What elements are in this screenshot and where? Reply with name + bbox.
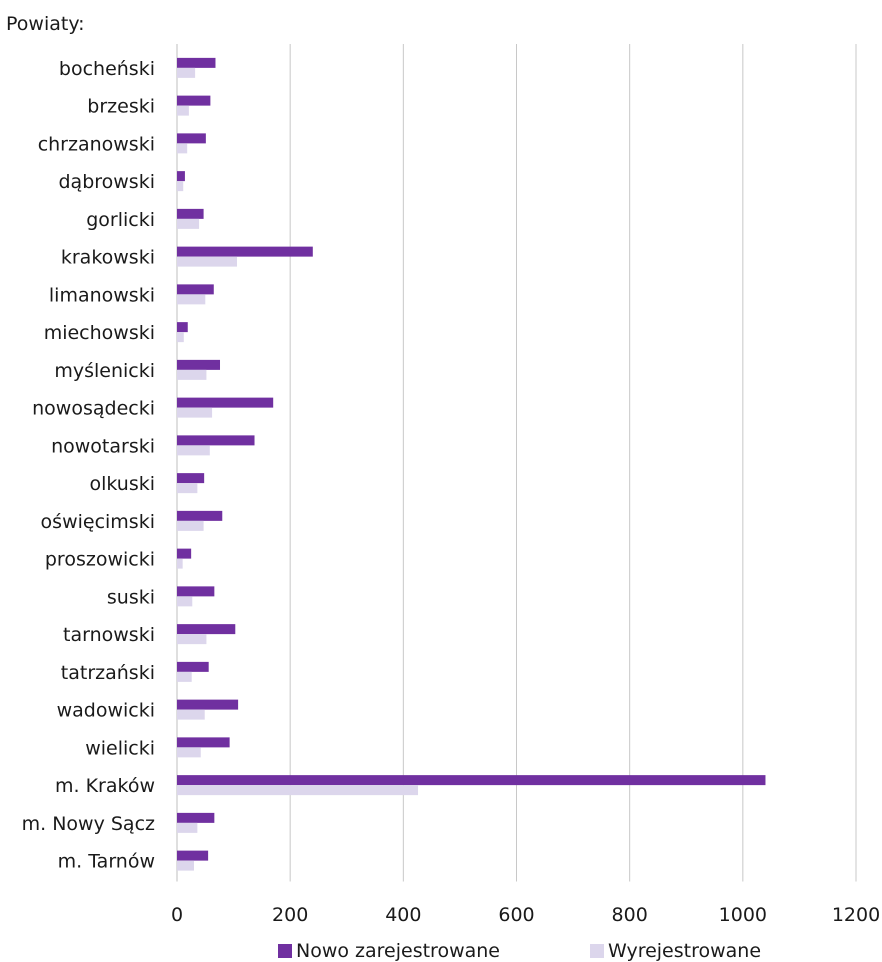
bar-nowo-16 (177, 661, 209, 672)
bar-nowo-17 (177, 699, 239, 710)
bar-wyrej-15 (177, 634, 207, 645)
category-label: olkuski (89, 473, 155, 495)
category-label: suski (107, 586, 155, 608)
x-tick-label: 400 (385, 904, 421, 926)
bars (177, 57, 766, 871)
bar-wyrej-13 (177, 558, 183, 569)
bar-nowo-8 (177, 359, 221, 370)
bar-nowo-13 (177, 548, 192, 559)
bar-wyrej-16 (177, 671, 192, 682)
legend-swatch-wyrej (590, 944, 604, 958)
bar-wyrej-18 (177, 747, 201, 758)
bar-wyrej-19 (177, 785, 419, 796)
bar-wyrej-17 (177, 709, 205, 720)
category-label: m. Kraków (55, 775, 155, 797)
category-labels: bocheński brzeski chrzanowski dąbrowski gorl… (22, 58, 155, 873)
x-tick-label: 200 (272, 904, 308, 926)
category-label: miechowski (44, 322, 155, 344)
bar-wyrej-6 (177, 294, 206, 305)
bar-wyrej-7 (177, 332, 184, 343)
gridlines (176, 44, 857, 882)
x-tick-label: 1000 (719, 904, 767, 926)
y-axis-title: Powiaty: (6, 13, 85, 35)
bar-nowo-14 (177, 586, 215, 597)
category-label: limanowski (49, 284, 155, 306)
bar-nowo-5 (177, 246, 313, 257)
category-label: m. Tarnów (58, 851, 155, 873)
category-label: chrzanowski (38, 133, 155, 155)
legend-label-nowo: Nowo zarejestrowane (296, 940, 500, 962)
bar-nowo-4 (177, 208, 204, 219)
bar-nowo-2 (177, 133, 206, 144)
bar-nowo-12 (177, 510, 223, 521)
bar-nowo-21 (177, 850, 209, 861)
legend-swatch-nowo (278, 944, 292, 958)
bar-wyrej-14 (177, 596, 193, 607)
bar-wyrej-20 (177, 822, 198, 833)
bar-wyrej-9 (177, 407, 213, 418)
category-label: tarnowski (63, 624, 155, 646)
bar-nowo-18 (177, 737, 230, 748)
bar-wyrej-2 (177, 143, 188, 154)
bar-wyrej-11 (177, 483, 198, 494)
category-label: m. Nowy Sącz (22, 813, 155, 835)
x-tick-labels: 0 200 400 600 800 1000 1200 (171, 904, 880, 926)
bar-wyrej-3 (177, 181, 184, 192)
category-label: myślenicki (54, 360, 155, 382)
bar-wyrej-4 (177, 218, 200, 229)
bar-nowo-3 (177, 171, 185, 182)
category-label: nowotarski (51, 435, 155, 457)
category-label: gorlicki (86, 209, 155, 231)
category-label: bocheński (59, 58, 155, 80)
legend: Nowo zarejestrowane Wyrejestrowane (278, 940, 761, 962)
bar-nowo-0 (177, 57, 216, 68)
bar-wyrej-5 (177, 256, 237, 267)
x-tick-label: 600 (498, 904, 534, 926)
category-label: tatrzański (61, 662, 155, 684)
category-label: wadowicki (57, 700, 155, 722)
x-tick-label: 1200 (832, 904, 880, 926)
bar-wyrej-0 (177, 67, 196, 78)
bar-nowo-19 (177, 775, 766, 786)
category-label: oświęcimski (41, 511, 155, 533)
bar-nowo-1 (177, 95, 211, 106)
category-label: krakowski (61, 247, 155, 269)
category-label: nowosądecki (32, 398, 155, 420)
bar-nowo-11 (177, 473, 205, 484)
bar-wyrej-10 (177, 445, 210, 456)
bar-wyrej-21 (177, 860, 194, 871)
legend-label-wyrej: Wyrejestrowane (608, 940, 761, 962)
x-tick-label: 800 (612, 904, 648, 926)
bar-nowo-6 (177, 284, 214, 295)
category-label: brzeski (87, 96, 155, 118)
category-label: dąbrowski (58, 171, 155, 193)
category-label: wielicki (85, 737, 155, 759)
bar-nowo-10 (177, 435, 255, 446)
bar-nowo-9 (177, 397, 274, 408)
bar-nowo-7 (177, 322, 188, 333)
x-tick-label: 0 (171, 904, 183, 926)
bar-nowo-15 (177, 624, 236, 635)
bar-wyrej-1 (177, 105, 189, 116)
bar-nowo-20 (177, 812, 215, 823)
bar-wyrej-12 (177, 520, 204, 531)
category-label: proszowicki (45, 549, 155, 571)
bar-wyrej-8 (177, 369, 207, 380)
